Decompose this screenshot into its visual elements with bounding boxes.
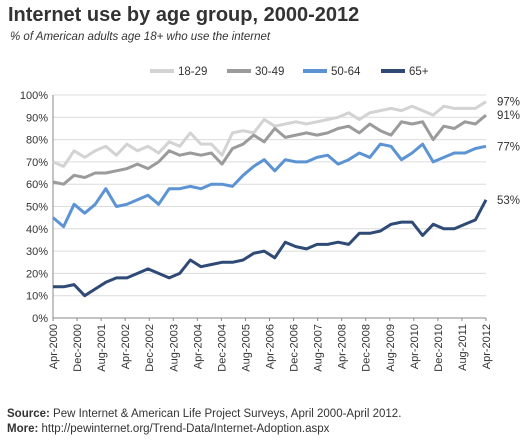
source-note: Source: Pew Internet & American Life Pro… (7, 407, 401, 437)
end-label-50-64: 77% (497, 141, 520, 153)
x-tick-label: Aug-2011 (457, 324, 469, 371)
x-tick-label: Apr-2002 (120, 324, 132, 369)
end-label-18-29: 97% (497, 97, 520, 109)
x-axis: Apr-2000 Dec-2000 Aug-2001 Apr-2002 Dec-2002… (48, 318, 493, 372)
legend-label-30-49: 30-49 (255, 66, 284, 78)
x-tick-label: Dec-2010 (433, 324, 445, 372)
y-tick-label: 100% (20, 90, 48, 102)
y-tick-label: 60% (26, 179, 48, 191)
y-tick-label: 0% (32, 313, 48, 325)
x-tick-label: Aug-2007 (313, 324, 325, 372)
series-line-50-64 (52, 142, 487, 229)
source-label: Source: (7, 408, 50, 420)
legend: 18-29 30-49 50-64 65+ (150, 66, 429, 78)
legend-label-65+: 65+ (409, 66, 429, 78)
more-label: More: (7, 423, 39, 435)
series-lines (52, 100, 488, 298)
source-text: Pew Internet & American Life Project Sur… (49, 408, 402, 420)
y-tick-label: 80% (26, 135, 48, 147)
x-tick-label: Dec-2002 (144, 324, 156, 372)
x-tick-label: Apr-2006 (265, 324, 277, 369)
x-tick-label: Aug-2001 (96, 324, 108, 372)
chart-subtitle: % of American adults age 18+ who use the… (10, 31, 271, 43)
x-tick-label: Apr-2010 (409, 324, 421, 369)
x-tick-label: Apr-2012 (481, 324, 493, 369)
series-line-30-49 (52, 113, 487, 186)
series-line-18-29 (52, 100, 487, 168)
gridlines (52, 94, 486, 319)
x-tick-label: Apr-2004 (192, 324, 204, 369)
x-tick-label: Dec-2006 (289, 324, 301, 372)
more-line: More: http://pewinternet.org/Trend-Data/… (7, 422, 401, 437)
y-tick-label: 50% (26, 202, 48, 214)
x-tick-label: Aug-2009 (385, 324, 397, 372)
y-tick-label: 40% (26, 224, 48, 236)
more-link[interactable]: http://pewinternet.org/Trend-Data/Intern… (38, 423, 330, 435)
y-tick-label: 90% (26, 112, 48, 124)
y-tick-label: 10% (26, 291, 48, 303)
x-tick-label: Dec-2008 (361, 324, 373, 372)
y-tick-label: 70% (26, 157, 48, 169)
end-labels: 97%91% 77% 53% (497, 97, 520, 207)
series-line-65+ (53, 199, 488, 298)
legend-label-18-29: 18-29 (178, 66, 207, 78)
y-axis: 0% 10% 20% 30% 40% 50% 60% 70% 80% 90% 100% (20, 90, 48, 325)
x-tick-label: Dec-2000 (72, 324, 84, 372)
chart-title: Internet use by age group, 2000-2012 (8, 4, 360, 26)
x-tick-label: Apr-2000 (48, 324, 60, 369)
end-label-65+: 53% (497, 195, 520, 207)
source-line: Source: Pew Internet & American Life Pro… (7, 407, 401, 422)
end-label-30-49: 91% (497, 110, 520, 122)
y-tick-label: 20% (26, 268, 48, 280)
y-tick-label: 30% (26, 246, 48, 258)
legend-label-50-64: 50-64 (331, 66, 361, 78)
x-tick-label: Aug-2005 (240, 324, 252, 372)
x-tick-label: Apr-2008 (337, 324, 349, 369)
x-tick-label: Aug-2003 (168, 324, 180, 372)
x-tick-label: Dec-2004 (216, 324, 228, 372)
